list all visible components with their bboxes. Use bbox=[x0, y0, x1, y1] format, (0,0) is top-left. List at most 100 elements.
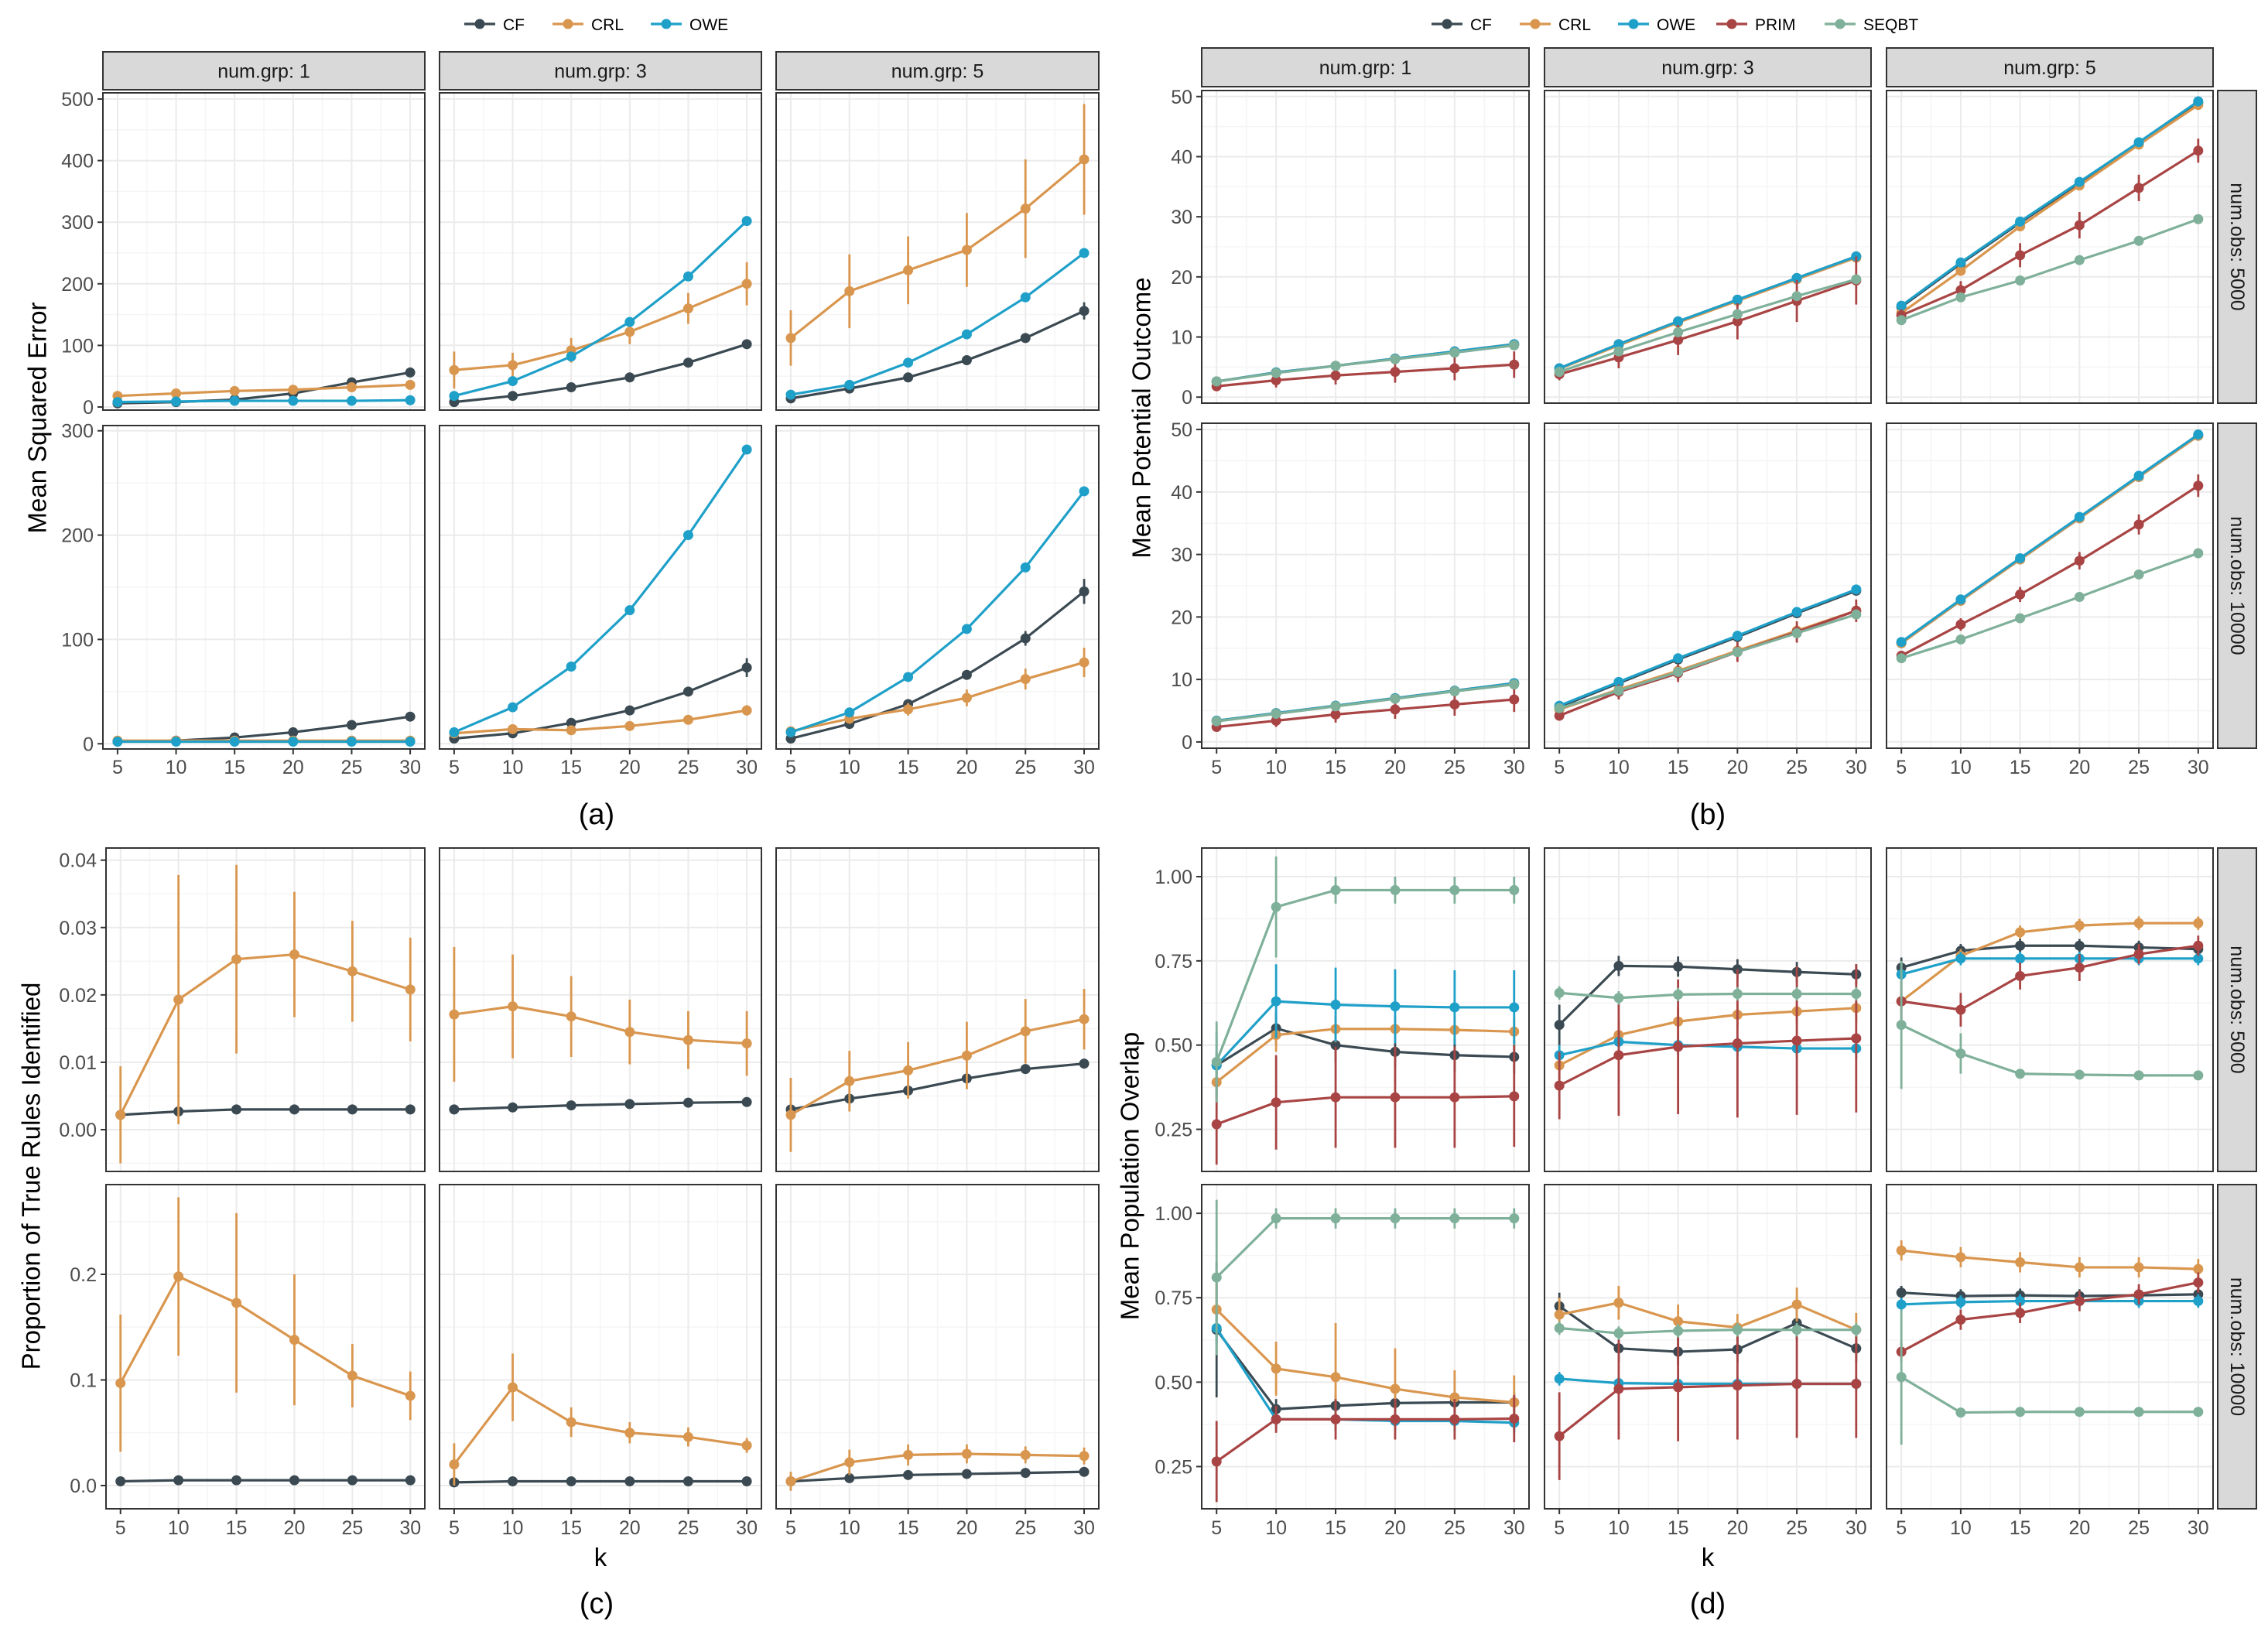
data-point-OWE bbox=[288, 395, 299, 406]
data-point-OWE bbox=[785, 727, 796, 737]
data-point-SEQBT bbox=[1955, 1407, 1966, 1418]
y-axis-title: Proportion of True Rules Identified bbox=[17, 983, 46, 1370]
series-line-CF bbox=[120, 1479, 411, 1483]
y-tick-label: 0.03 bbox=[59, 918, 97, 939]
data-point-SEQBT bbox=[1449, 1213, 1460, 1224]
row-strip-d-r2: num.obs: 10000 bbox=[2217, 1184, 2257, 1510]
data-point-CRL bbox=[785, 1476, 796, 1487]
figure-caption: (a) bbox=[579, 798, 614, 831]
x-tick-label: 5 bbox=[112, 757, 123, 778]
series-SEQBT bbox=[1554, 274, 1862, 378]
legend-item-CF: CF bbox=[1432, 16, 1492, 34]
data-point-CF bbox=[2015, 940, 2026, 951]
data-point-PRIM bbox=[2074, 963, 2085, 973]
data-point-SEQBT bbox=[2015, 1407, 2026, 1417]
panel-a-r1-c3: num.grp: 5 bbox=[775, 51, 1100, 411]
data-point-PRIM bbox=[1271, 1414, 1281, 1424]
row-strip-b-r2: num.obs: 10000 bbox=[2217, 422, 2257, 749]
data-point-PRIM bbox=[1509, 694, 1520, 705]
x-tick-label: 30 bbox=[736, 757, 758, 778]
x-tick-label: 20 bbox=[619, 757, 641, 778]
series-OWE bbox=[785, 248, 1090, 400]
data-point-CRL bbox=[844, 1457, 855, 1468]
data-point-CRL bbox=[1020, 1449, 1031, 1460]
data-point-CF bbox=[566, 382, 576, 393]
data-point-CF bbox=[741, 662, 752, 673]
x-tick-label: 20 bbox=[1384, 1517, 1406, 1539]
data-point-CRL bbox=[566, 1011, 576, 1022]
series-CRL bbox=[449, 947, 752, 1082]
panel-d-r1-c3 bbox=[1886, 847, 2214, 1172]
data-point-OWE bbox=[508, 376, 518, 387]
data-point-CF bbox=[346, 720, 357, 730]
data-point-PRIM bbox=[1673, 1382, 1684, 1393]
x-tick-label: 20 bbox=[284, 1517, 306, 1539]
series-line-OWE bbox=[1558, 255, 1857, 370]
data-point-CRL bbox=[405, 379, 416, 390]
data-point-CF bbox=[961, 669, 972, 680]
data-point-SEQBT bbox=[2015, 1069, 2026, 1079]
data-point-OWE bbox=[1390, 1001, 1401, 1012]
data-point-SEQBT bbox=[1955, 1048, 1966, 1059]
data-point-CRL bbox=[624, 1428, 635, 1438]
data-point-SEQBT bbox=[1791, 989, 1802, 1000]
series-line-CRL bbox=[453, 709, 747, 735]
series-line-PRIM bbox=[1900, 484, 2199, 657]
data-point-PRIM bbox=[1330, 709, 1341, 720]
x-tick-label: 20 bbox=[282, 757, 304, 778]
data-point-CRL bbox=[1390, 1383, 1401, 1394]
panel-c-r1-c1: 0.00 0.01 0.02 0.03 0.04 bbox=[59, 847, 426, 1172]
data-point-CF bbox=[449, 1104, 460, 1115]
facet-strip bbox=[1201, 47, 1530, 87]
data-point-OWE bbox=[405, 395, 416, 405]
x-tick-label: 25 bbox=[1786, 1517, 1808, 1539]
data-point-SEQBT bbox=[1851, 1325, 1862, 1335]
legend-key-point-CF bbox=[1442, 19, 1452, 29]
data-point-CRL bbox=[2193, 1264, 2204, 1274]
data-point-OWE bbox=[1554, 1373, 1565, 1384]
x-tick-label: 20 bbox=[1384, 757, 1406, 778]
data-point-PRIM bbox=[1732, 316, 1743, 327]
series-CRL bbox=[115, 1197, 416, 1452]
y-tick-label: 0.00 bbox=[59, 1120, 97, 1141]
series-line-SEQBT bbox=[1559, 1326, 1856, 1335]
legend-label: PRIM bbox=[1755, 16, 1796, 34]
series-line-CRL bbox=[1901, 1249, 2198, 1270]
data-point-CRL bbox=[405, 984, 416, 995]
data-point-SEQBT bbox=[1330, 361, 1341, 371]
data-point-SEQBT bbox=[1390, 1213, 1401, 1224]
data-point-PRIM bbox=[1851, 1033, 1862, 1044]
data-point-CF bbox=[508, 391, 518, 402]
data-point-OWE bbox=[346, 737, 357, 747]
data-point-SEQBT bbox=[1211, 376, 1222, 387]
data-point-CRL bbox=[171, 388, 182, 399]
facet-strip-label: num.grp: 5 bbox=[891, 61, 984, 83]
data-point-PRIM bbox=[1449, 363, 1460, 374]
panel-a-r1-c2: num.grp: 3 bbox=[439, 51, 762, 411]
data-point-CRL bbox=[2133, 1262, 2144, 1273]
figure-caption: (c) bbox=[580, 1588, 614, 1620]
data-point-CF bbox=[682, 1476, 693, 1487]
data-point-CF bbox=[1020, 633, 1031, 644]
data-point-OWE bbox=[1673, 316, 1684, 327]
data-point-CRL bbox=[289, 949, 299, 960]
x-tick-label: 30 bbox=[1503, 1517, 1525, 1539]
series-line-CRL bbox=[1558, 1007, 1856, 1067]
data-point-PRIM bbox=[1955, 1315, 1966, 1325]
x-tick-label: 30 bbox=[1846, 1517, 1867, 1539]
data-point-OWE bbox=[171, 396, 182, 407]
data-point-SEQBT bbox=[1613, 993, 1624, 1004]
x-tick-label: 30 bbox=[1073, 757, 1095, 778]
data-point-PRIM bbox=[1791, 1379, 1802, 1390]
series-line-SEQBT bbox=[1558, 278, 1857, 374]
data-point-CF bbox=[347, 1475, 357, 1486]
series-line-OWE bbox=[1900, 957, 2198, 976]
data-point-SEQBT bbox=[1613, 1328, 1624, 1339]
data-point-OWE bbox=[112, 737, 123, 747]
data-point-SEQBT bbox=[2015, 275, 2026, 286]
y-tick-label: 0 bbox=[1182, 387, 1192, 409]
panel-border bbox=[439, 847, 762, 1172]
data-point-OWE bbox=[229, 395, 240, 406]
